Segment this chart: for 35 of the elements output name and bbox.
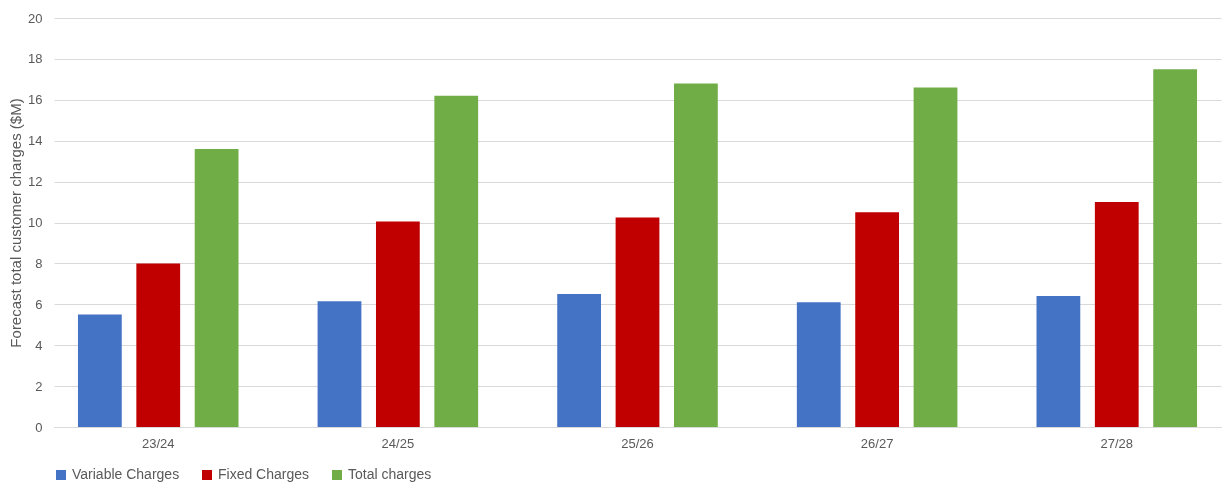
bar [673, 83, 718, 427]
x-tick-label: 23/24 [141, 435, 175, 451]
y-tick-label: 20 [28, 10, 43, 26]
bar [1094, 202, 1139, 427]
y-tick-label: 12 [28, 174, 43, 190]
bar [796, 302, 841, 427]
y-tick-label: 16 [28, 92, 43, 108]
y-tick-label: 0 [35, 419, 43, 435]
bar [615, 217, 660, 427]
bar [1153, 69, 1198, 427]
bar [375, 221, 420, 427]
legend-label: Variable Charges [72, 466, 180, 482]
bar [77, 314, 122, 427]
x-tick-label: 25/26 [621, 435, 654, 451]
x-tick-label: 26/27 [860, 435, 894, 451]
bar [194, 148, 239, 427]
bar [855, 212, 900, 427]
legend-label: Total charges [348, 466, 432, 482]
bar [913, 87, 958, 427]
y-tick-label: 14 [28, 133, 43, 149]
bar [434, 95, 479, 427]
y-tick-label: 4 [35, 337, 43, 353]
legend-label: Fixed Charges [218, 466, 310, 482]
bar [1036, 296, 1081, 427]
bar [317, 301, 362, 427]
bar [557, 294, 602, 427]
x-tick-label: 27/28 [1100, 435, 1134, 451]
x-tick-label: 24/25 [381, 435, 415, 451]
bar [136, 263, 181, 427]
y-axis-title: Forecast total customer charges ($M) [7, 98, 25, 348]
y-tick-label: 2 [35, 378, 43, 394]
y-tick-label: 8 [35, 255, 43, 271]
y-tick-label: 10 [28, 215, 43, 230]
y-tick-label: 18 [28, 51, 43, 67]
y-tick-label: 6 [35, 296, 43, 312]
